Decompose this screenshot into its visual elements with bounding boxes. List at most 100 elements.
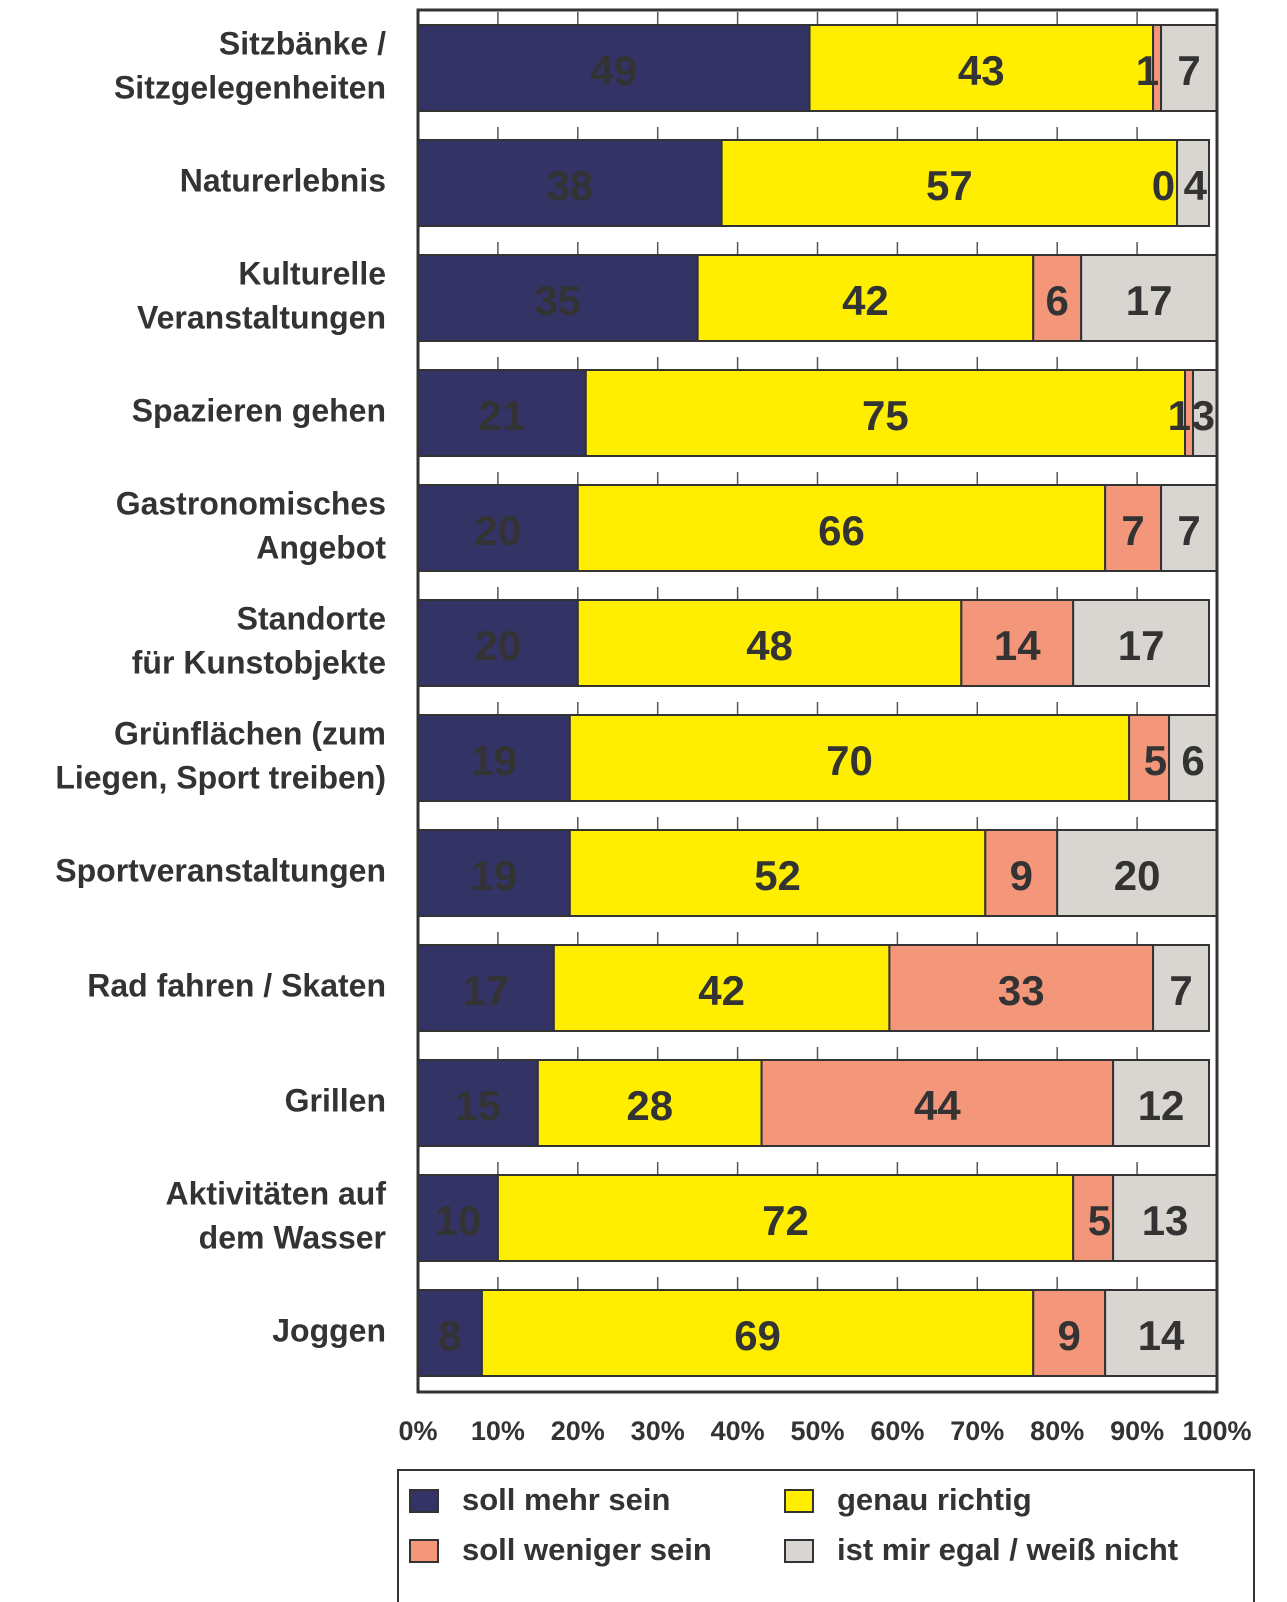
value-label: 8 <box>438 1312 461 1359</box>
value-label: 9 <box>1058 1312 1081 1359</box>
value-label: 42 <box>698 967 745 1014</box>
y-tick-label: Sitzbänke / <box>219 25 386 61</box>
bar-segment <box>720 139 1179 227</box>
y-tick-label: Sitzgelegenheiten <box>114 69 386 105</box>
value-label: 20 <box>475 507 522 554</box>
bar-segment <box>417 254 699 342</box>
value-label: 20 <box>475 622 522 669</box>
y-tick-label: Grillen <box>285 1082 386 1118</box>
value-label: 49 <box>590 47 637 94</box>
x-tick-label: 80% <box>1030 1416 1084 1446</box>
value-label: 57 <box>926 162 973 209</box>
value-label: 13 <box>1142 1197 1189 1244</box>
x-tick-label: 40% <box>711 1416 765 1446</box>
bar-segment <box>1104 484 1163 572</box>
y-tick-label: dem Wasser <box>199 1219 386 1255</box>
x-tick-label: 50% <box>790 1416 844 1446</box>
y-tick-label: Kulturelle <box>238 255 386 291</box>
y-tick-label: Sportveranstaltungen <box>55 852 386 888</box>
bar-segment <box>576 484 1107 572</box>
x-tick-label: 60% <box>870 1416 924 1446</box>
y-tick-label: Aktivitäten auf <box>166 1175 387 1211</box>
legend-swatch <box>784 1539 814 1563</box>
value-label: 6 <box>1046 277 1069 324</box>
value-label: 52 <box>754 852 801 899</box>
value-label: 4 <box>1184 162 1208 209</box>
value-label: 14 <box>994 622 1041 669</box>
x-tick-label: 70% <box>950 1416 1004 1446</box>
y-tick-label: Veranstaltungen <box>137 299 386 335</box>
value-label: 42 <box>842 277 889 324</box>
x-tick-label: 20% <box>551 1416 605 1446</box>
bar-segment <box>568 829 987 917</box>
value-label: 70 <box>826 737 873 784</box>
bar-segment <box>417 944 555 1032</box>
value-label: 3 <box>1192 392 1215 439</box>
x-tick-label: 100% <box>1182 1416 1251 1446</box>
bar-segment <box>417 599 579 687</box>
bar-segment <box>1032 1289 1107 1377</box>
legend-swatch <box>409 1489 439 1513</box>
value-label: 28 <box>626 1082 673 1129</box>
bar-segment <box>584 369 1187 457</box>
legend-label: soll weniger sein <box>462 1532 712 1567</box>
y-tick-label: Naturerlebnis <box>180 162 386 198</box>
value-label: 0 <box>1152 162 1175 209</box>
bar-segment <box>496 1174 1075 1262</box>
plot-frame <box>416 8 1219 1394</box>
bar-segment <box>1128 714 1171 802</box>
value-label: 9 <box>1010 852 1033 899</box>
bar-segment <box>696 254 1035 342</box>
value-label: 38 <box>546 162 593 209</box>
value-label: 5 <box>1144 737 1167 784</box>
value-label: 35 <box>534 277 581 324</box>
legend-label: ist mir egal / weiß nicht <box>837 1532 1178 1567</box>
value-label: 5 <box>1088 1197 1111 1244</box>
value-label: 15 <box>455 1082 502 1129</box>
bar-segment <box>417 24 811 112</box>
bar-segment <box>808 24 1155 112</box>
value-label: 21 <box>479 392 526 439</box>
value-label: 19 <box>471 737 518 784</box>
value-label: 69 <box>734 1312 781 1359</box>
bar-segment <box>1176 139 1211 227</box>
value-label: 17 <box>1118 622 1165 669</box>
value-label: 19 <box>471 852 518 899</box>
value-label: 44 <box>914 1082 961 1129</box>
bar-segment <box>1032 254 1083 342</box>
value-label: 7 <box>1177 507 1200 554</box>
y-tick-label: Rad fahren / Skaten <box>87 967 386 1003</box>
value-label: 72 <box>762 1197 809 1244</box>
value-label: 1 <box>1136 47 1159 94</box>
bar-segment <box>417 714 571 802</box>
legend-swatch <box>784 1489 814 1513</box>
x-tick-label: 10% <box>471 1416 525 1446</box>
y-tick-label: Liegen, Sport treiben) <box>55 759 386 795</box>
x-tick-label: 90% <box>1110 1416 1164 1446</box>
legend-box <box>397 1469 1255 1602</box>
y-tick-label: Angebot <box>256 529 386 565</box>
value-label: 6 <box>1181 737 1204 784</box>
bar-segment <box>1112 1059 1211 1147</box>
value-label: 17 <box>1126 277 1173 324</box>
bar-segment <box>1104 1289 1219 1377</box>
value-label: 20 <box>1114 852 1161 899</box>
legend-label: genau richtig <box>837 1482 1032 1517</box>
value-label: 7 <box>1121 507 1144 554</box>
y-tick-label: Spazieren gehen <box>132 392 386 428</box>
legend-swatch <box>409 1539 439 1563</box>
bar-segment <box>1080 254 1219 342</box>
value-label: 10 <box>435 1197 482 1244</box>
bar-segment <box>1072 1174 1115 1262</box>
value-label: 75 <box>862 392 909 439</box>
bar-segment <box>888 944 1155 1032</box>
value-label: 12 <box>1138 1082 1185 1129</box>
bar-segment <box>1112 1174 1219 1262</box>
value-label: 1 <box>1168 392 1191 439</box>
value-label: 66 <box>818 507 865 554</box>
value-label: 33 <box>998 967 1045 1014</box>
bar-segment <box>1152 944 1211 1032</box>
x-tick-label: 0% <box>398 1416 437 1446</box>
y-tick-label: für Kunstobjekte <box>132 644 386 680</box>
